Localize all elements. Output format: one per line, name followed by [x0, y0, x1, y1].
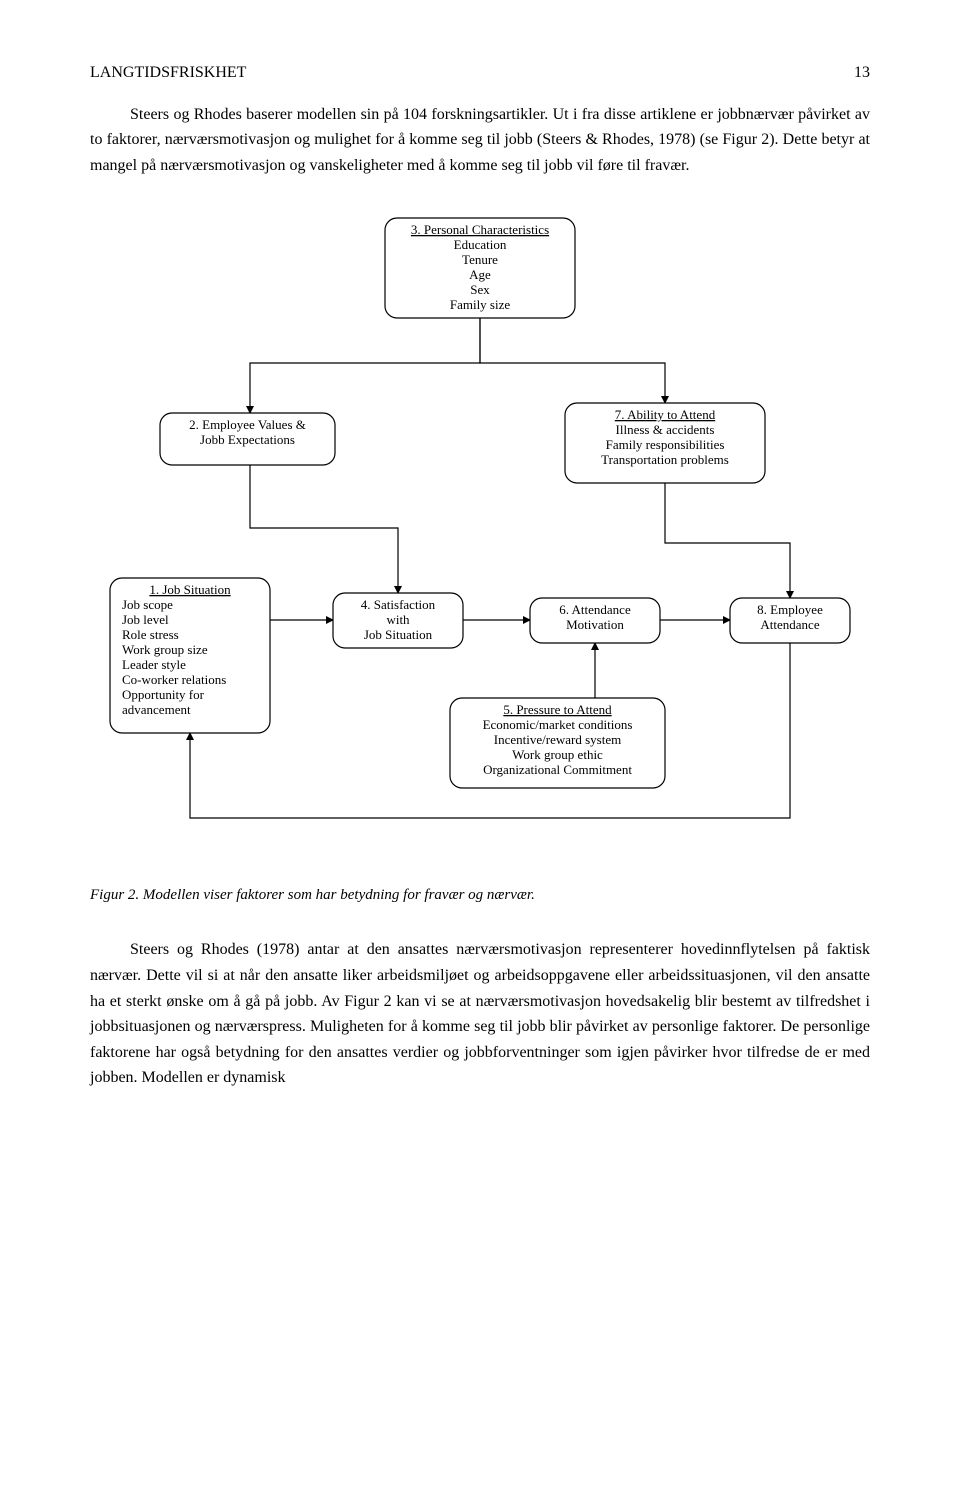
svg-text:Sex: Sex [470, 282, 490, 297]
svg-text:6. Attendance: 6. Attendance [559, 602, 631, 617]
svg-text:Incentive/reward system: Incentive/reward system [494, 732, 621, 747]
svg-text:Education: Education [454, 237, 507, 252]
page-number: 13 [854, 60, 870, 86]
svg-text:Motivation: Motivation [566, 617, 624, 632]
flowchart-svg: 3. Personal CharacteristicsEducationTenu… [90, 208, 870, 858]
svg-text:1. Job Situation: 1. Job Situation [149, 582, 231, 597]
svg-text:Age: Age [469, 267, 491, 282]
node-n4: 4. SatisfactionwithJob Situation [333, 593, 463, 648]
page-header: LANGTIDSFRISKHET 13 [90, 60, 870, 86]
paragraph-body: Steers og Rhodes (1978) antar at den ans… [90, 937, 870, 1091]
svg-text:Illness & accidents: Illness & accidents [616, 422, 715, 437]
svg-text:Work group ethic: Work group ethic [512, 747, 603, 762]
paragraph-intro: Steers og Rhodes baserer modellen sin på… [90, 102, 870, 179]
figure-caption: Figur 2. Modellen viser faktorer som har… [90, 883, 870, 907]
svg-text:Opportunity for: Opportunity for [122, 687, 205, 702]
edge-e2-4 [250, 465, 398, 593]
svg-text:Co-worker relations: Co-worker relations [122, 672, 226, 687]
svg-text:3. Personal Characteristics: 3. Personal Characteristics [411, 222, 549, 237]
svg-text:Job scope: Job scope [122, 597, 173, 612]
edge-e3-7 [480, 318, 665, 403]
node-n5: 5. Pressure to AttendEconomic/market con… [450, 698, 665, 788]
svg-text:Tenure: Tenure [462, 252, 498, 267]
svg-text:Transportation problems: Transportation problems [601, 452, 729, 467]
svg-text:4. Satisfaction: 4. Satisfaction [361, 597, 436, 612]
node-n1: 1. Job SituationJob scopeJob levelRole s… [110, 578, 270, 733]
edge-e7-8 [665, 483, 790, 598]
node-n2: 2. Employee Values &Jobb Expectations [160, 413, 335, 465]
svg-text:Role stress: Role stress [122, 627, 179, 642]
svg-text:Work group size: Work group size [122, 642, 208, 657]
running-head: LANGTIDSFRISKHET [90, 60, 246, 86]
svg-text:Family size: Family size [450, 297, 511, 312]
svg-text:5. Pressure to Attend: 5. Pressure to Attend [503, 702, 612, 717]
svg-text:Organizational Commitment: Organizational Commitment [483, 762, 632, 777]
node-n8: 8. EmployeeAttendance [730, 598, 850, 643]
svg-text:Attendance: Attendance [760, 617, 819, 632]
node-n6: 6. AttendanceMotivation [530, 598, 660, 643]
svg-text:Family responsibilities: Family responsibilities [606, 437, 725, 452]
svg-text:Economic/market conditions: Economic/market conditions [483, 717, 633, 732]
svg-text:Leader style: Leader style [122, 657, 186, 672]
svg-text:Jobb Expectations: Jobb Expectations [200, 432, 295, 447]
node-n7: 7. Ability to AttendIllness & accidentsF… [565, 403, 765, 483]
figure-2: 3. Personal CharacteristicsEducationTenu… [90, 208, 870, 907]
svg-text:2. Employee Values &: 2. Employee Values & [189, 417, 306, 432]
svg-text:Job level: Job level [122, 612, 169, 627]
edge-e3-2 [250, 318, 480, 413]
node-n3: 3. Personal CharacteristicsEducationTenu… [385, 218, 575, 318]
svg-text:with: with [386, 612, 410, 627]
svg-text:Job Situation: Job Situation [364, 627, 433, 642]
svg-text:8. Employee: 8. Employee [757, 602, 823, 617]
svg-text:advancement: advancement [122, 702, 191, 717]
svg-text:7. Ability to Attend: 7. Ability to Attend [615, 407, 716, 422]
